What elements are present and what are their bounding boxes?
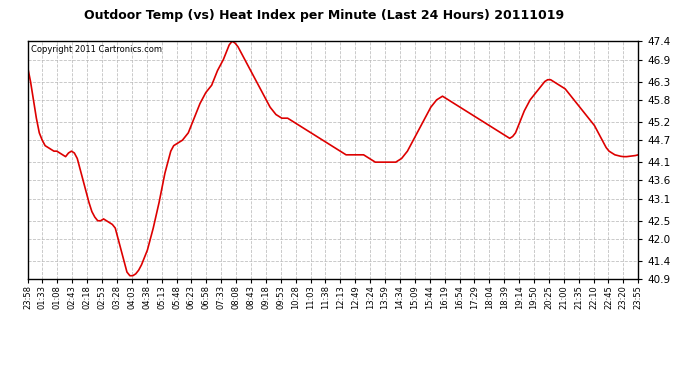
Text: Copyright 2011 Cartronics.com: Copyright 2011 Cartronics.com	[30, 45, 161, 54]
Text: Outdoor Temp (vs) Heat Index per Minute (Last 24 Hours) 20111019: Outdoor Temp (vs) Heat Index per Minute …	[84, 9, 564, 22]
